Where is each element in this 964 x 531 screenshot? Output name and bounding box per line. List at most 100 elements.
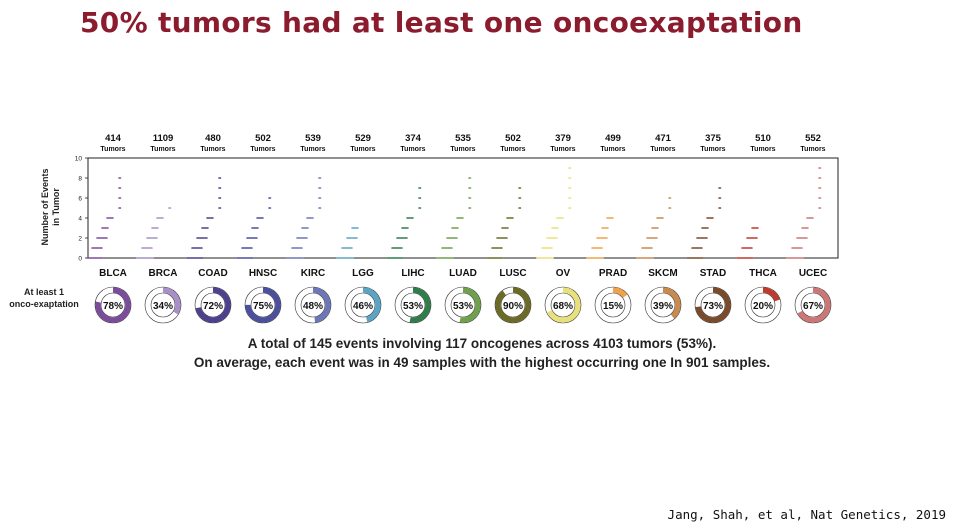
y-tick-label: 8 [78,176,82,183]
tumor-count-prad: 499 [605,133,621,144]
cancer-type-skcm: SKCM [648,268,677,279]
tumor-count-hnsc: 502 [255,133,271,144]
donut-row-label-line1: At least 1 [24,287,64,297]
tumor-count-lihc: 374 [405,133,422,144]
donut-inner [350,292,376,318]
tumors-word: Tumors [250,146,275,153]
tumors-word: Tumors [600,146,625,153]
tumors-word: Tumors [550,146,575,153]
tumor-count-kirc: 539 [305,133,321,144]
plot-frame [87,157,839,259]
cancer-type-coad: COAD [198,268,227,279]
tumors-word: Tumors [300,146,325,153]
donut-arc-hnsc [245,287,281,323]
cancer-type-thca: THCA [749,268,777,279]
y-tick-label: 0 [78,256,82,263]
tumors-word: Tumors [750,146,775,153]
donut-outline [644,286,682,324]
donut-inner [150,292,176,318]
donut-inner [750,292,776,318]
donut-arc-thca [745,287,781,323]
donut-outline [294,286,332,324]
tumors-word: Tumors [150,146,175,153]
tumors-word: Tumors [100,146,125,153]
events-dot-plot: 0 2 4 6 8 10 414 Tumors 1109 Tumors 480 Tumors 502 Tu… [75,133,839,263]
tumor-count-skcm: 471 [655,133,672,144]
tumor-count-stad: 375 [705,133,722,144]
tumors-word: Tumors [200,146,225,153]
donut-inner [550,292,576,318]
donut-arc-lusc [495,287,531,323]
tumors-word: Tumors [350,146,375,153]
cancer-type-brca: BRCA [149,268,178,279]
cancer-type-ov: OV [556,268,571,279]
donut-percent-label: 90% [503,301,523,312]
tumor-count-thca: 510 [755,133,771,144]
y-tick-label: 2 [78,236,82,243]
donut-percent-label: 68% [553,301,573,312]
donut-outline [444,286,482,324]
tumors-word: Tumors [450,146,475,153]
y-tick-label: 4 [78,216,82,223]
tumors-word: Tumors [650,146,675,153]
donut-outline [494,286,532,324]
tumor-count-blca: 414 [105,133,122,144]
donut-percent-label: 73% [703,301,723,312]
donut-percent-label: 75% [253,301,273,312]
donut-outline [194,286,232,324]
slide-title: 50% tumors had at least one oncoexaptati… [80,6,803,39]
donut-percent-label: 39% [653,301,673,312]
donut-percent-label: 48% [303,301,323,312]
tumor-count-lgg: 529 [355,133,371,144]
tumor-count-ucec: 552 [805,133,821,144]
cancer-type-prad: PRAD [599,268,627,279]
cancer-type-ucec: UCEC [799,268,827,279]
citation: Jang, Shah, et al, Nat Genetics, 2019 [667,507,946,522]
donut-arc-kirc [295,287,331,323]
tumor-count-coad: 480 [205,133,221,144]
donut-outline [744,286,782,324]
tumor-count-brca: 1109 [153,133,174,144]
tumors-word: Tumors [500,146,525,153]
donut-inner [700,292,726,318]
donut-inner [800,292,826,318]
summary-line-2: On average, each event was in 49 samples… [193,355,771,370]
donut-arc-luad [445,287,481,323]
donut-inner [300,292,326,318]
cancer-type-hnsc: HNSC [249,268,277,279]
donut-arc-coad [195,287,231,323]
tumors-word: Tumors [400,146,425,153]
donut-outline [544,286,582,324]
donut-outline [694,286,732,324]
donut-percent-label: 20% [753,301,773,312]
donut-inner [100,292,126,318]
cancer-type-lusc: LUSC [499,268,526,279]
cancer-type-stad: STAD [700,268,726,279]
donut-inner [450,292,476,318]
donut-percent-label: 53% [453,301,473,312]
donut-percent-label: 78% [103,301,123,312]
donut-inner [200,292,226,318]
donut-row: BLCA 78% BRCA 34% COAD 72% HNSC 75% KIRC 48% LGG 46… [94,268,832,324]
y-tick-label: 6 [78,196,82,203]
donut-arc-blca [95,287,131,323]
cancer-type-luad: LUAD [449,268,477,279]
y-axis-label-line1: Number of Events [40,168,50,245]
donut-outline [244,286,282,324]
donut-arc-stad [695,287,731,323]
donut-outline [394,286,432,324]
donut-outline [594,286,632,324]
cancer-type-kirc: KIRC [301,268,325,279]
donut-percent-label: 53% [403,301,423,312]
donut-arc-prad [595,287,631,323]
donut-outline [344,286,382,324]
tumor-count-lusc: 502 [505,133,521,144]
donut-outline [144,286,182,324]
cancer-type-blca: BLCA [99,268,127,279]
donut-percent-label: 72% [203,301,223,312]
donut-outline [94,286,132,324]
donut-arc-ov [545,287,581,323]
donut-inner [600,292,626,318]
donut-arc-lgg [345,287,381,323]
tumor-count-ov: 379 [555,133,571,144]
